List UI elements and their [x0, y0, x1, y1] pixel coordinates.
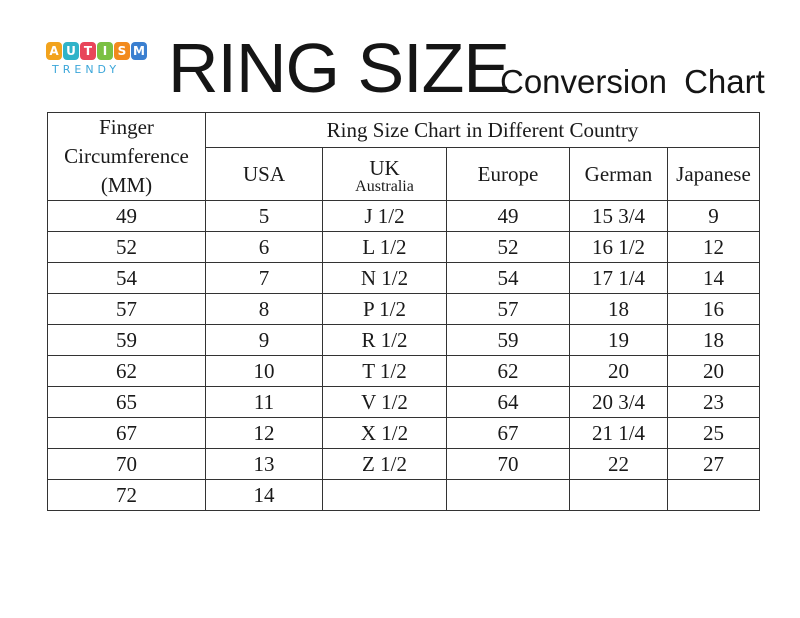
cell-usa: 5: [205, 200, 323, 232]
cell-german: 20: [569, 355, 668, 387]
cell-usa: 13: [205, 448, 323, 480]
cell-japanese: 18: [667, 324, 760, 356]
cell-europe: [446, 479, 570, 511]
logo-tile: A: [46, 42, 62, 60]
cell-mm: 49: [47, 200, 206, 232]
logo-tile: U: [63, 42, 79, 60]
cell-mm: 52: [47, 231, 206, 263]
cell-german: 21 1/4: [569, 417, 668, 449]
logo-tile: T: [80, 42, 96, 60]
logo-tile: M: [131, 42, 147, 60]
table-row: 67 12 X 1/2 67 21 1/4 25: [47, 417, 760, 449]
cell-mm: 72: [47, 479, 206, 511]
cell-europe: 57: [446, 293, 570, 325]
table-row: 54 7 N 1/2 54 17 1/4 14: [47, 262, 760, 294]
cell-german: 18: [569, 293, 668, 325]
cell-mm: 59: [47, 324, 206, 356]
country-group-header: Ring Size Chart in Different Country: [205, 111, 760, 149]
cell-german: 17 1/4: [569, 262, 668, 294]
table-row: 72 14: [47, 479, 760, 511]
cell-usa: 8: [205, 293, 323, 325]
table-row: 59 9 R 1/2 59 19 18: [47, 324, 760, 356]
cell-usa: 12: [205, 417, 323, 449]
cell-europe: 59: [446, 324, 570, 356]
cell-uk: X 1/2: [322, 417, 447, 449]
cell-uk: T 1/2: [322, 355, 447, 387]
cell-uk: Z 1/2: [322, 448, 447, 480]
cell-usa: 9: [205, 324, 323, 356]
cell-uk: J 1/2: [322, 200, 447, 232]
cell-japanese: 12: [667, 231, 760, 263]
cell-usa: 7: [205, 262, 323, 294]
logo-tile: S: [114, 42, 130, 60]
cell-europe: 52: [446, 231, 570, 263]
column-header-usa: USA: [205, 147, 323, 201]
column-header-japanese: Japanese: [667, 147, 760, 201]
cell-uk: N 1/2: [322, 262, 447, 294]
cell-europe: 49: [446, 200, 570, 232]
cell-japanese: 14: [667, 262, 760, 294]
ring-size-table: Finger Circumference (MM) Ring Size Char…: [47, 111, 760, 511]
cell-europe: 64: [446, 386, 570, 418]
cell-japanese: 20: [667, 355, 760, 387]
cell-mm: 65: [47, 386, 206, 418]
finger-header-line: (MM): [100, 173, 153, 197]
logo-subtitle: TRENDY: [52, 63, 121, 76]
cell-japanese: 27: [667, 448, 760, 480]
cell-german: [569, 479, 668, 511]
finger-circumference-header: Finger Circumference (MM): [47, 112, 206, 201]
cell-europe: 62: [446, 355, 570, 387]
cell-uk: [322, 479, 447, 511]
cell-german: 19: [569, 324, 668, 356]
cell-usa: 11: [205, 386, 323, 418]
page-title: RING SIZE: [168, 29, 510, 107]
cell-mm: 62: [47, 355, 206, 387]
column-header-uk: UK Australia: [322, 147, 447, 201]
cell-mm: 57: [47, 293, 206, 325]
cell-german: 20 3/4: [569, 386, 668, 418]
cell-japanese: 25: [667, 417, 760, 449]
cell-usa: 10: [205, 355, 323, 387]
page-subtitle: Conversion Chart: [500, 63, 765, 100]
table-row: 65 11 V 1/2 64 20 3/4 23: [47, 386, 760, 418]
cell-usa: 6: [205, 231, 323, 263]
logo-puzzle-tiles: A U T I S M: [46, 42, 156, 60]
finger-header-line: Circumference: [64, 144, 189, 168]
column-header-europe: Europe: [446, 147, 570, 201]
uk-label: UK: [369, 155, 400, 180]
table-row: 57 8 P 1/2 57 18 16: [47, 293, 760, 325]
table-row: 52 6 L 1/2 52 16 1/2 12: [47, 231, 760, 263]
column-header-german: German: [569, 147, 668, 201]
cell-japanese: 23: [667, 386, 760, 418]
cell-japanese: 9: [667, 200, 760, 232]
cell-europe: 70: [446, 448, 570, 480]
cell-german: 22: [569, 448, 668, 480]
cell-mm: 67: [47, 417, 206, 449]
cell-japanese: 16: [667, 293, 760, 325]
table-row: 49 5 J 1/2 49 15 3/4 9: [47, 200, 760, 232]
cell-uk: L 1/2: [322, 231, 447, 263]
table-row: 70 13 Z 1/2 70 22 27: [47, 448, 760, 480]
cell-german: 15 3/4: [569, 200, 668, 232]
cell-uk: P 1/2: [322, 293, 447, 325]
cell-german: 16 1/2: [569, 231, 668, 263]
cell-europe: 67: [446, 417, 570, 449]
table-row: 62 10 T 1/2 62 20 20: [47, 355, 760, 387]
cell-europe: 54: [446, 262, 570, 294]
cell-japanese: [667, 479, 760, 511]
australia-label: Australia: [355, 177, 414, 195]
cell-mm: 54: [47, 262, 206, 294]
logo-tile: I: [97, 42, 113, 60]
brand-logo: A U T I S M TRENDY: [46, 42, 156, 88]
cell-uk: V 1/2: [322, 386, 447, 418]
cell-usa: 14: [205, 479, 323, 511]
cell-mm: 70: [47, 448, 206, 480]
cell-uk: R 1/2: [322, 324, 447, 356]
finger-header-line: Finger: [99, 115, 154, 139]
